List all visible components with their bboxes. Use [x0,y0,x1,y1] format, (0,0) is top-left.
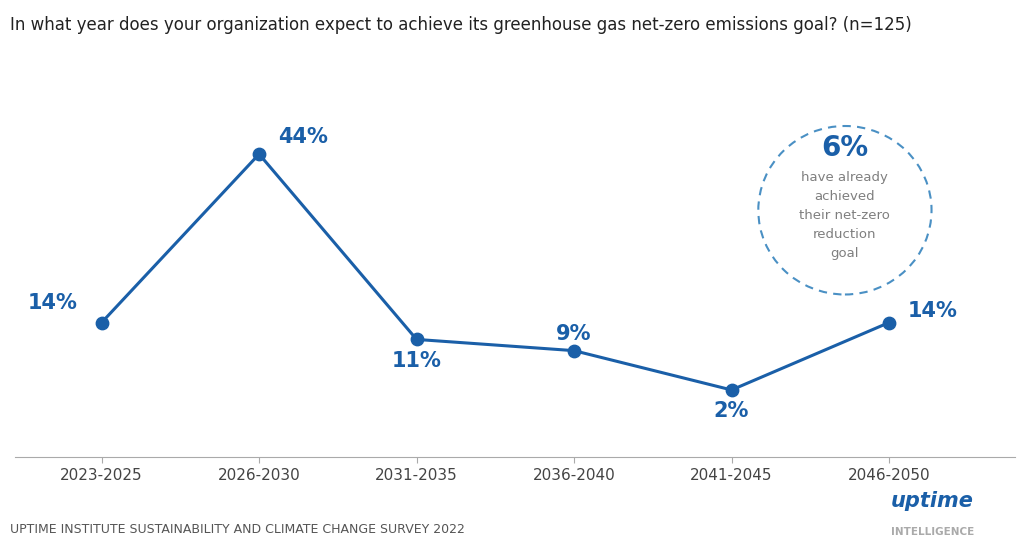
Text: 14%: 14% [28,293,78,313]
Text: UPTIME INSTITUTE SUSTAINABILITY AND CLIMATE CHANGE SURVEY 2022: UPTIME INSTITUTE SUSTAINABILITY AND CLIM… [10,523,466,536]
Text: INTELLIGENCE: INTELLIGENCE [891,527,974,537]
Point [881,318,897,327]
Point [94,318,110,327]
Point [565,346,582,355]
Point [408,335,424,344]
Text: 2%: 2% [714,401,749,421]
Text: 6%: 6% [821,135,868,162]
Point [723,386,740,394]
Text: 11%: 11% [391,351,442,371]
Text: 44%: 44% [278,127,328,147]
Text: 9%: 9% [556,324,592,344]
Text: 14%: 14% [907,301,958,321]
Text: In what year does your organization expect to achieve its greenhouse gas net-zer: In what year does your organization expe… [10,16,912,34]
Text: uptime: uptime [891,491,973,511]
Text: have already
achieved
their net-zero
reduction
goal: have already achieved their net-zero red… [799,171,890,260]
Point [251,150,268,159]
